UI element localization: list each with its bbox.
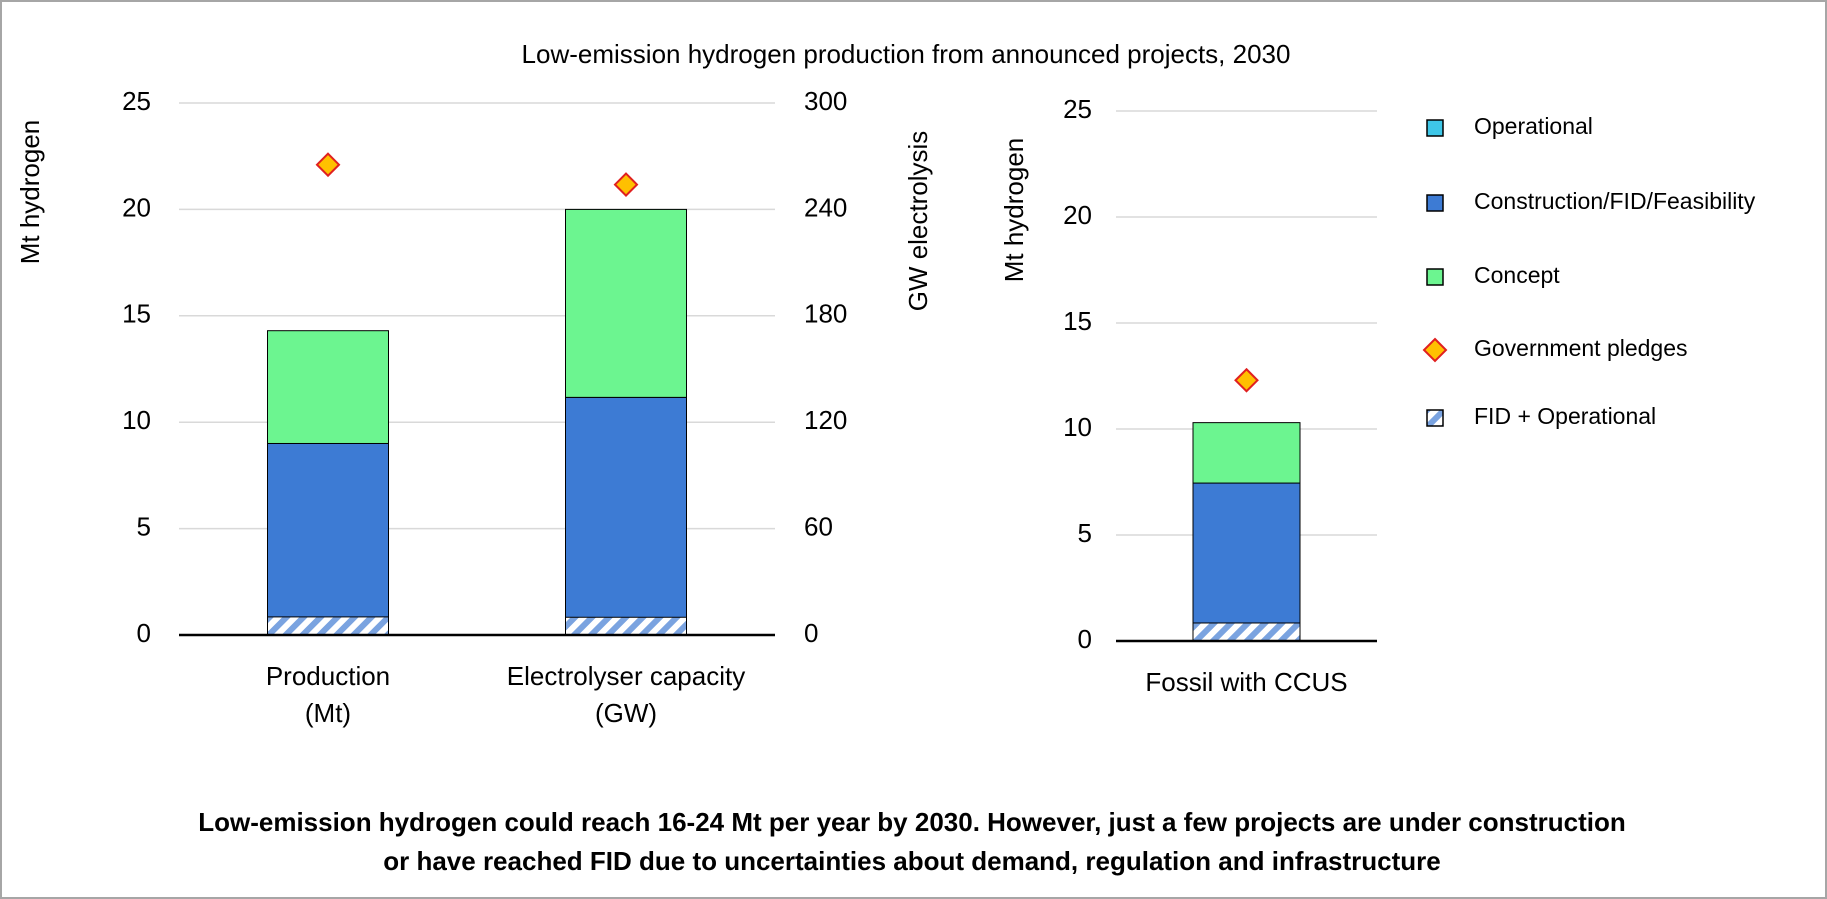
hatched-bar [565, 616, 687, 636]
y2-tick-label: 240 [804, 192, 847, 222]
x-tick-label: Electrolyser capacity (GW) [507, 661, 745, 728]
y-axis-label: Mt hydrogen [999, 138, 1029, 283]
y-tick-label: 25 [1063, 94, 1092, 124]
caption: or have reached FID due to uncertainties… [383, 846, 1441, 876]
legend-marker [1426, 119, 1444, 137]
y-tick-label: 20 [1063, 200, 1092, 230]
pledge-marker [1234, 367, 1259, 393]
y2-tick-label: 0 [804, 618, 818, 648]
bar-segment [565, 208, 687, 398]
pledge-marker [315, 152, 341, 178]
bar-segment [267, 442, 389, 634]
y-tick-label: 25 [122, 86, 151, 116]
legend-label: FID + Operational [1474, 403, 1656, 429]
legend-label: Operational [1474, 113, 1593, 139]
y2-tick-label: 180 [804, 299, 847, 329]
y2-tick-label: 120 [804, 405, 847, 435]
y-axis-label: Mt hydrogen [15, 120, 45, 265]
hatched-bar [267, 616, 389, 636]
y-tick-label: 5 [1078, 518, 1092, 548]
x-tick-label: Fossil with CCUS [1145, 667, 1347, 697]
y-tick-label: 10 [122, 405, 151, 435]
legend-marker [1426, 194, 1444, 212]
hatched-bar [1192, 622, 1301, 642]
x-tick-line: (GW) [595, 698, 657, 728]
y-tick-label: 15 [1063, 306, 1092, 336]
x-tick-line: (Mt) [305, 698, 351, 728]
y2-tick-label: 60 [804, 511, 833, 541]
bar-segment [565, 396, 687, 635]
legend-label: Construction/FID/Feasibility [1474, 188, 1756, 214]
x-tick-label: Production (Mt) [266, 661, 390, 728]
legend-marker [1422, 337, 1448, 363]
legend-label: Government pledges [1474, 335, 1688, 361]
legend-marker [1426, 268, 1444, 286]
y-tick-label: 20 [122, 192, 151, 222]
y-tick-label: 0 [1078, 624, 1092, 654]
bar-segment [267, 330, 389, 444]
bar-segment [1192, 422, 1301, 484]
y2-tick-label: 300 [804, 86, 847, 116]
y-tick-label: 10 [1063, 412, 1092, 442]
pledge-marker [613, 172, 639, 197]
y-tick-label: 0 [137, 618, 151, 648]
chart-title: Low-emission hydrogen production from an… [522, 39, 1291, 69]
y2-axis-label: GW electrolysis [903, 131, 933, 312]
y-tick-label: 5 [137, 511, 151, 541]
y-tick-label: 15 [122, 299, 151, 329]
legend-label: Concept [1474, 262, 1560, 288]
x-tick-line: Electrolyser capacity [507, 661, 745, 691]
legend-marker [1426, 409, 1444, 427]
caption: Low-emission hydrogen could reach 16-24 … [198, 807, 1626, 837]
bar-segment [1192, 482, 1301, 629]
x-tick-line: Production [266, 661, 390, 691]
